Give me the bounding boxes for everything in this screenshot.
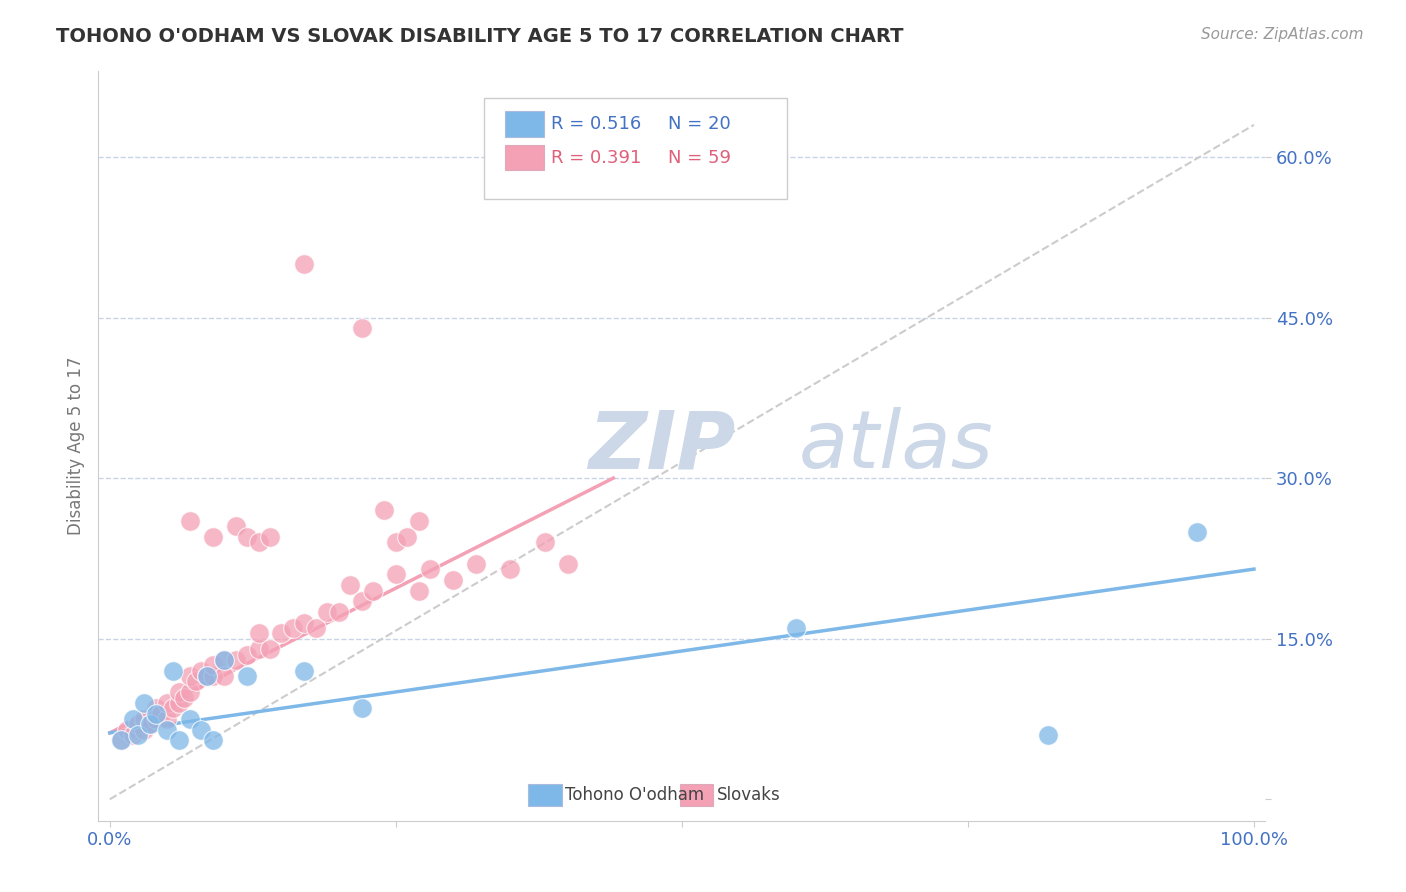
Point [134,723,156,737]
Point [292,257,315,271]
Point [145,706,167,721]
Text: R = 0.391: R = 0.391 [551,149,641,167]
Point [195,669,218,683]
Point [385,567,408,582]
Point [195,669,218,683]
Point [179,669,201,683]
Point [190,723,212,737]
Point [292,664,315,678]
Point [350,701,373,715]
Text: N = 59: N = 59 [668,149,731,167]
Point [225,519,247,533]
Point [110,733,132,747]
Point [328,605,350,619]
Point [316,605,339,619]
Point [145,712,167,726]
Point [167,733,190,747]
Point [305,621,328,635]
Point [499,562,522,576]
Point [350,594,373,608]
FancyBboxPatch shape [484,97,787,199]
Point [396,530,419,544]
Point [339,578,361,592]
Point [121,712,143,726]
Point [259,530,281,544]
Point [361,583,384,598]
Text: Tohono O'odham: Tohono O'odham [565,786,704,805]
Point [236,648,259,662]
Point [134,696,156,710]
Point [201,669,224,683]
Point [441,573,464,587]
Point [150,706,173,721]
Point [179,514,201,528]
Point [127,728,149,742]
Point [373,503,395,517]
Point [156,712,179,726]
Text: R = 0.516: R = 0.516 [551,115,641,133]
Text: Slovaks: Slovaks [717,786,780,805]
Point [201,658,224,673]
Point [1185,524,1208,539]
Point [167,696,190,710]
Point [201,530,224,544]
Text: atlas: atlas [799,407,994,485]
Point [156,696,179,710]
Point [179,685,201,699]
Point [247,535,270,549]
Text: N = 20: N = 20 [668,115,731,133]
Point [236,530,259,544]
Point [115,723,138,737]
Point [179,712,201,726]
Point [167,685,190,699]
Point [408,583,430,598]
Point [134,712,156,726]
Point [533,535,555,549]
FancyBboxPatch shape [505,112,544,136]
Point [214,653,236,667]
Point [162,701,184,715]
Point [225,653,247,667]
Point [121,728,143,742]
Point [184,674,207,689]
Point [385,535,408,549]
Point [156,723,179,737]
Point [201,733,224,747]
Point [281,621,304,635]
Point [190,664,212,678]
Point [785,621,807,635]
Text: ZIP: ZIP [589,407,735,485]
Point [419,562,441,576]
FancyBboxPatch shape [679,784,713,805]
Point [162,664,184,678]
Point [173,690,195,705]
Point [1036,728,1059,742]
Point [247,626,270,640]
Point [127,717,149,731]
Text: TOHONO O'ODHAM VS SLOVAK DISABILITY AGE 5 TO 17 CORRELATION CHART: TOHONO O'ODHAM VS SLOVAK DISABILITY AGE … [56,27,904,45]
Point [214,669,236,683]
Y-axis label: Disability Age 5 to 17: Disability Age 5 to 17 [66,357,84,535]
FancyBboxPatch shape [505,145,544,170]
Point [292,615,315,630]
Point [236,669,259,683]
Point [139,717,162,731]
FancyBboxPatch shape [527,784,562,805]
Point [259,642,281,657]
Point [145,701,167,715]
Point [270,626,292,640]
Point [350,321,373,335]
Point [110,733,132,747]
Point [408,514,430,528]
Text: Source: ZipAtlas.com: Source: ZipAtlas.com [1201,27,1364,42]
Point [247,642,270,657]
Point [465,557,488,571]
Point [139,717,162,731]
Point [214,653,236,667]
Point [557,557,579,571]
